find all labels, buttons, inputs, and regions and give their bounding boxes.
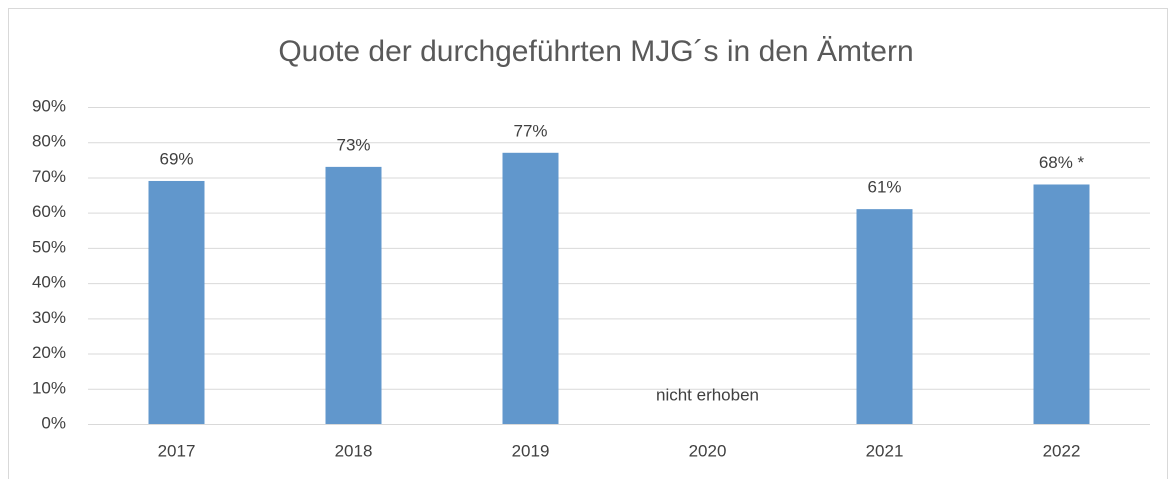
x-tick-label: 2020 — [689, 441, 727, 460]
value-label: 73% — [336, 135, 370, 154]
x-tick-label: 2021 — [866, 441, 904, 460]
bar — [502, 152, 559, 425]
value-label: 69% — [159, 149, 193, 168]
y-tick-label: 0% — [41, 413, 66, 432]
bar — [1033, 184, 1090, 424]
x-tick-label: 2018 — [335, 441, 373, 460]
value-label: 68% * — [1039, 153, 1085, 172]
y-tick-label: 20% — [32, 343, 66, 362]
y-tick-label: 70% — [32, 167, 66, 186]
y-tick-label: 50% — [32, 237, 66, 256]
x-tick-label: 2019 — [512, 441, 550, 460]
bar — [856, 209, 913, 424]
value-label: 61% — [867, 178, 901, 197]
bar — [148, 180, 205, 424]
y-tick-label: 90% — [32, 96, 66, 115]
bar — [325, 166, 382, 424]
y-tick-label: 40% — [32, 273, 66, 292]
x-tick-label: 2017 — [158, 441, 196, 460]
value-label: nicht erhoben — [656, 385, 759, 404]
y-tick-label: 10% — [32, 378, 66, 397]
y-tick-label: 30% — [32, 308, 66, 327]
y-tick-label: 80% — [32, 132, 66, 151]
x-tick-label: 2022 — [1043, 441, 1081, 460]
y-tick-label: 60% — [32, 202, 66, 221]
value-label: 77% — [513, 121, 547, 140]
chart-title: Quote der durchgeführten MJG´s in den Äm… — [278, 35, 913, 68]
